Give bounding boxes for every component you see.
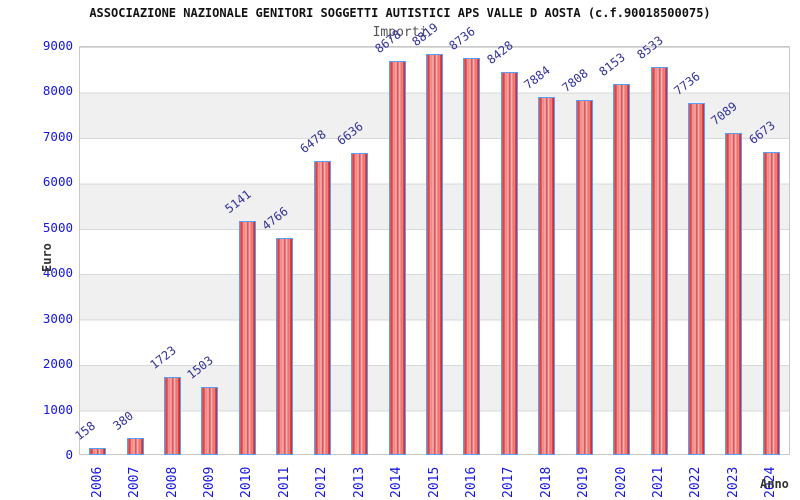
x-tick-label: 2022: [688, 466, 704, 498]
y-tick-label: 0: [65, 447, 73, 462]
x-tick-label: 2017: [501, 466, 517, 498]
y-tick-label: 7000: [42, 128, 73, 144]
y-tick-label: 6000: [42, 174, 73, 190]
x-tick-label: 2008: [164, 466, 180, 498]
x-tick-label: 2020: [613, 466, 629, 498]
x-tick-label: 2011: [276, 466, 292, 498]
y-tick-label: 2000: [42, 356, 73, 372]
x-tick-label: 2018: [538, 466, 554, 498]
x-tick-label: 2023: [725, 466, 741, 498]
x-tick-label: 2016: [463, 466, 479, 498]
x-tick-label: 2009: [201, 466, 217, 498]
x-axis-label: Anno: [760, 477, 789, 491]
x-tick-label: 2006: [89, 466, 105, 498]
x-tick-label: 2012: [314, 466, 330, 498]
chart-title: ASSOCIAZIONE NAZIONALE GENITORI SOGGETTI…: [89, 6, 711, 20]
chart-subtitle: Importi: [372, 25, 428, 40]
y-tick-label: 3000: [42, 310, 73, 326]
x-tick-label: 2013: [351, 466, 367, 498]
y-tick-label: 1000: [42, 401, 73, 417]
x-tick-label: 2014: [389, 466, 405, 498]
x-tick-label: 2015: [426, 466, 442, 498]
y-tick-label: 8000: [42, 83, 73, 99]
x-tick-label: 2019: [576, 466, 592, 498]
y-axis-label: Euro: [40, 243, 54, 272]
x-tick-label: 2007: [127, 466, 143, 498]
x-tick-label: 2010: [239, 466, 255, 498]
x-tick-label: 2021: [651, 466, 667, 498]
y-tick-label: 9000: [42, 38, 73, 53]
plot-area: [79, 46, 790, 455]
